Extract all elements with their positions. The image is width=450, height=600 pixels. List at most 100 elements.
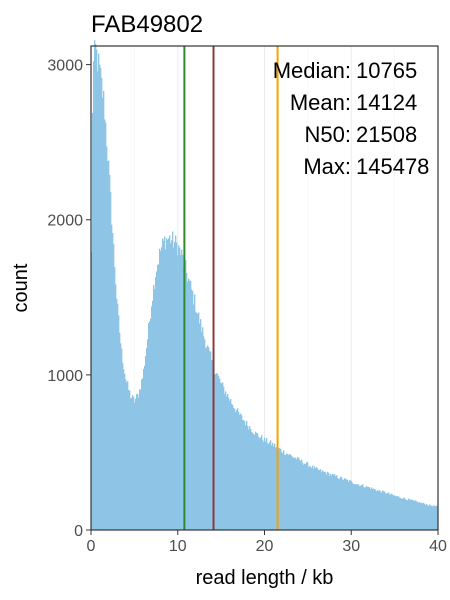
histogram-bar xyxy=(286,453,288,530)
histogram-bar xyxy=(117,303,119,530)
histogram-bar xyxy=(380,491,382,530)
y-tick-label: 1000 xyxy=(47,368,83,385)
histogram-bar xyxy=(341,477,343,530)
histogram-bar xyxy=(383,491,385,530)
histogram-bar xyxy=(189,280,191,530)
histogram-bar xyxy=(185,260,187,530)
histogram-bar xyxy=(339,478,341,530)
histogram-bar xyxy=(403,497,405,530)
histogram-bar xyxy=(397,496,399,530)
histogram-bar xyxy=(227,393,229,530)
histogram-bar xyxy=(406,500,408,530)
histogram-bar xyxy=(385,493,387,530)
histogram-bar xyxy=(408,498,410,530)
histogram-bar xyxy=(142,378,144,530)
histogram-bar xyxy=(138,397,140,530)
y-axis: 0 1000 2000 3000 xyxy=(47,58,91,540)
histogram-bar xyxy=(399,497,401,530)
histogram-bar xyxy=(335,476,337,530)
stat-label-n50: N50: xyxy=(305,122,351,147)
histogram-bar xyxy=(171,240,173,530)
histogram-bar xyxy=(290,454,292,530)
histogram-bar xyxy=(233,407,235,530)
histogram-bar xyxy=(188,278,190,530)
histogram-bar xyxy=(310,466,312,530)
histogram-bar xyxy=(123,369,125,530)
histogram-bar xyxy=(232,405,234,530)
histogram-bar xyxy=(132,395,134,530)
histogram-bar xyxy=(281,451,283,530)
histogram-bar xyxy=(196,312,198,530)
histogram-bar xyxy=(410,499,412,530)
histogram-bar xyxy=(275,447,277,530)
histogram-bar xyxy=(155,277,157,530)
histogram-bar xyxy=(104,119,106,530)
histogram-bar xyxy=(402,498,404,530)
histogram-bar xyxy=(423,502,425,530)
histogram-bar xyxy=(238,412,240,530)
histogram-bar xyxy=(387,492,389,530)
histogram-bar xyxy=(393,495,395,530)
histogram-bar xyxy=(340,476,342,530)
histogram-bar xyxy=(417,501,419,530)
histogram-bar xyxy=(243,420,245,530)
histogram-bar xyxy=(150,318,152,530)
histogram-bar xyxy=(106,146,108,530)
histogram-bar xyxy=(316,467,318,530)
histogram-bar xyxy=(386,493,388,530)
histogram-bar xyxy=(111,224,113,530)
histogram-bar xyxy=(144,365,146,530)
stat-value-mean: 14124 xyxy=(356,90,417,115)
histogram-bar xyxy=(261,435,263,530)
histogram-bar xyxy=(133,397,135,530)
histogram-bar xyxy=(115,284,117,530)
histogram-bar xyxy=(230,399,232,530)
histogram-bar xyxy=(258,436,260,530)
histogram-bar xyxy=(179,247,181,530)
histogram-bar xyxy=(372,488,374,530)
histogram-bar xyxy=(125,379,127,530)
histogram-bar xyxy=(421,502,423,530)
histogram-bar xyxy=(376,491,378,530)
histogram-bar xyxy=(357,484,359,530)
histogram-bar xyxy=(178,245,180,531)
histogram-bar xyxy=(418,502,420,530)
histogram-bar xyxy=(419,501,421,530)
histogram-bar xyxy=(101,77,103,530)
histogram-bar xyxy=(289,453,291,530)
histogram-bar xyxy=(102,97,104,531)
histogram-bar xyxy=(180,254,182,530)
histogram-bar xyxy=(262,439,264,530)
histogram-bar xyxy=(369,487,371,530)
histogram-bar xyxy=(366,485,368,530)
histogram-bar xyxy=(257,433,259,530)
histogram-bar xyxy=(381,492,383,530)
histogram-bar xyxy=(139,389,141,530)
histogram-bar xyxy=(394,495,396,530)
histogram-bar xyxy=(425,505,427,530)
histogram-bar xyxy=(284,454,286,530)
histogram-bar xyxy=(398,496,400,530)
histogram-bar xyxy=(97,71,99,531)
histogram-bar xyxy=(244,421,246,530)
histogram-bar xyxy=(170,243,172,531)
histogram-bar xyxy=(392,494,394,530)
histogram-bar xyxy=(217,374,219,530)
histogram-bar xyxy=(263,441,265,530)
histogram-bar xyxy=(108,160,110,530)
histogram-bar xyxy=(193,304,195,530)
histogram-bar xyxy=(404,498,406,530)
histogram-bar xyxy=(347,479,349,530)
histogram-bar xyxy=(312,465,314,530)
histogram-bar xyxy=(250,428,252,530)
histogram-bar xyxy=(221,383,223,530)
histogram-bar xyxy=(207,345,209,530)
histogram-bar xyxy=(162,238,164,530)
x-tick-label: 20 xyxy=(256,538,274,555)
histogram-bar xyxy=(278,448,280,530)
histogram-bar xyxy=(239,414,241,530)
histogram-bar xyxy=(236,410,238,530)
histogram-bar xyxy=(158,264,160,530)
histogram-bar xyxy=(265,441,267,530)
histogram-bar xyxy=(334,474,336,530)
